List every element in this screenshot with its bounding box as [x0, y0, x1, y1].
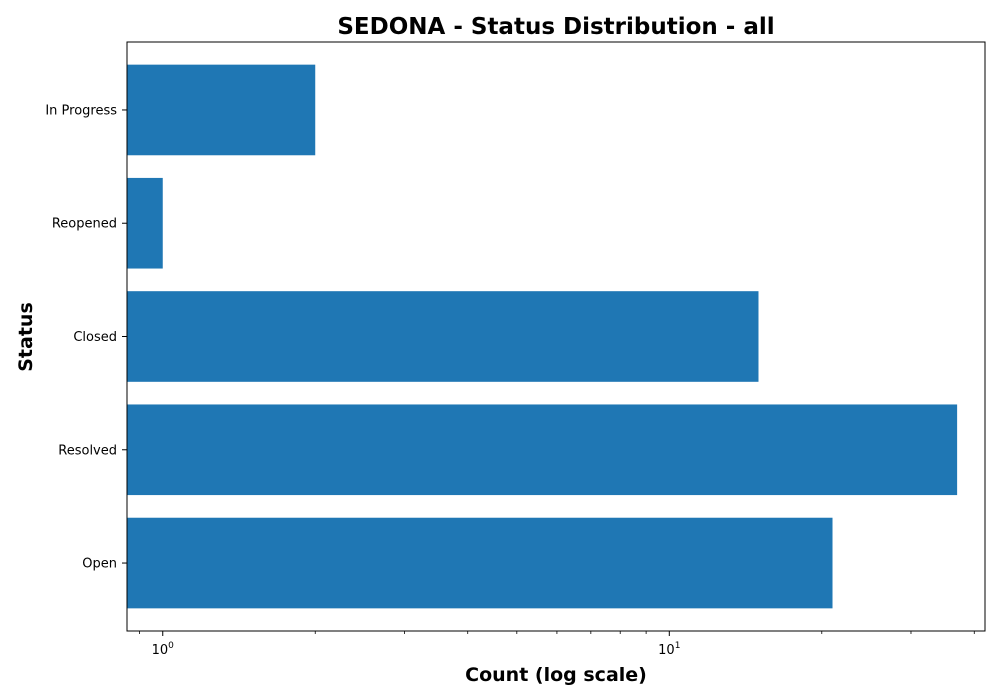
x-axis-label: Count (log scale)	[465, 664, 647, 686]
chart-title: SEDONA - Status Distribution - all	[337, 14, 774, 40]
bar-reopened	[127, 177, 163, 269]
bars-layer	[127, 64, 958, 609]
y-tick-label-in-progress: In Progress	[45, 103, 117, 118]
y-axis-label: Status	[15, 302, 37, 372]
bar-resolved	[127, 404, 958, 496]
bar-closed	[127, 291, 759, 382]
y-tick-label-closed: Closed	[73, 330, 117, 345]
bar-open	[127, 517, 833, 609]
ticks-layer: In Progress Reopened Closed Resolved Open 100…	[45, 103, 975, 658]
y-tick-label-reopened: Reopened	[52, 217, 117, 232]
bar-in-progress	[127, 64, 316, 156]
y-tick-label-resolved: Resolved	[58, 443, 117, 458]
plot-frame	[126, 41, 986, 632]
x-tick-label: 101	[658, 641, 680, 658]
x-tick-label: 100	[152, 641, 175, 658]
y-tick-label-open: Open	[82, 557, 117, 572]
